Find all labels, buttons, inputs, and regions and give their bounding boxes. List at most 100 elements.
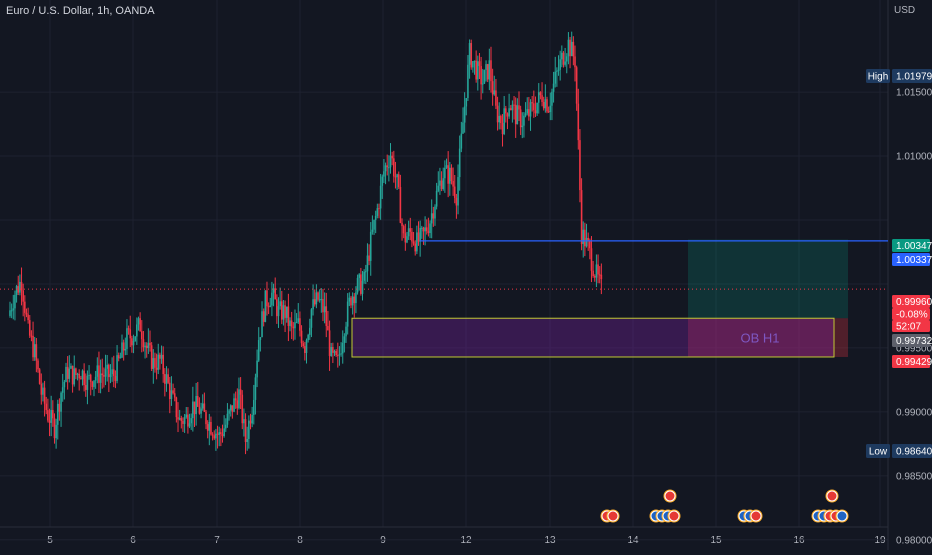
candle-up — [384, 165, 387, 172]
candle-down — [117, 355, 120, 359]
candle-down — [276, 299, 278, 317]
candle-up — [297, 318, 300, 323]
candle-down — [327, 325, 329, 331]
candle-up — [524, 113, 527, 116]
candle-up — [61, 387, 64, 393]
candle-down — [447, 165, 449, 184]
price-tag: 52:07 — [892, 320, 930, 333]
candle-up — [477, 61, 479, 80]
candle-down — [589, 241, 591, 249]
candle-down — [168, 382, 171, 400]
candle-up — [396, 174, 398, 178]
candle-down — [542, 102, 545, 109]
candle-down — [386, 165, 389, 168]
candle-up — [243, 419, 245, 424]
eu-flag-icon[interactable] — [836, 510, 848, 522]
candle-down — [505, 108, 507, 114]
candle-down — [66, 366, 69, 379]
candle-up — [595, 264, 598, 278]
candle-down — [587, 237, 589, 242]
candle-down — [241, 394, 244, 424]
position-stop-zone[interactable] — [688, 318, 848, 357]
candle-down — [539, 92, 542, 96]
candle-down — [491, 81, 494, 95]
candle-down — [391, 155, 393, 159]
order-block-zone[interactable] — [351, 317, 835, 358]
price-tag-text: 1.00337 — [896, 255, 932, 266]
price-tag: 1.00337 — [892, 253, 932, 266]
candle-up — [285, 306, 288, 318]
candle-down — [299, 318, 301, 331]
candle-up — [19, 281, 21, 293]
candle-down — [584, 229, 586, 247]
candle-down — [509, 108, 512, 111]
candle-down — [480, 66, 482, 85]
candle-up — [86, 375, 89, 390]
candle-up — [552, 83, 555, 92]
position-target-zone[interactable] — [688, 239, 848, 319]
currency-label[interactable]: USD — [894, 5, 916, 16]
candle-down — [450, 167, 453, 181]
candle-down — [574, 56, 576, 68]
price-tag-bg — [892, 308, 930, 320]
order-block-label: OB H1 — [740, 331, 779, 346]
candle-up — [351, 296, 354, 306]
candle-down — [40, 383, 43, 395]
candle-down — [592, 270, 594, 277]
candle-down — [28, 320, 31, 336]
candle-up — [537, 92, 540, 103]
candle-up — [165, 374, 168, 384]
candle-down — [541, 95, 543, 103]
candle-down — [394, 176, 397, 178]
candle-down — [114, 376, 117, 381]
candle-up — [256, 360, 258, 378]
candle-up — [63, 381, 66, 388]
candle-up — [315, 292, 318, 305]
candle-up — [472, 61, 474, 68]
us-flag-icon[interactable] — [750, 510, 762, 522]
candle-up — [565, 56, 568, 62]
candle-down — [249, 420, 252, 424]
candle-down — [300, 330, 303, 344]
candle-down — [280, 301, 283, 320]
candle-down — [187, 414, 189, 427]
candle-down — [317, 292, 319, 300]
y-tick-label: 1.01000 — [896, 152, 932, 163]
high-label-text: High — [868, 72, 889, 83]
price-tag-text: 1.00347 — [896, 241, 932, 252]
candle-down — [506, 113, 509, 117]
candle-down — [287, 306, 290, 326]
us-flag-icon[interactable] — [664, 490, 676, 502]
candle-up — [183, 417, 186, 424]
candle-up — [228, 410, 230, 414]
candle-up — [381, 176, 384, 186]
candle-up — [116, 355, 118, 381]
us-flag-icon[interactable] — [668, 510, 680, 522]
candle-down — [175, 397, 178, 418]
candle-up — [312, 299, 314, 310]
candle-down — [122, 342, 125, 351]
candle-up — [345, 326, 347, 337]
candle-up — [460, 133, 463, 149]
us-flag-icon[interactable] — [826, 490, 838, 502]
candle-down — [262, 311, 265, 322]
candle-up — [15, 286, 18, 295]
candle-up — [137, 318, 140, 325]
low-value-tag: 0.98640 — [892, 444, 932, 458]
candle-down — [180, 418, 183, 422]
candle-up — [366, 255, 369, 272]
candle-down — [417, 232, 420, 242]
candle-up — [323, 306, 326, 313]
us-flag-icon[interactable] — [607, 510, 619, 522]
candle-down — [78, 373, 80, 379]
candle-up — [224, 424, 227, 429]
y-tick-label: 0.99000 — [896, 407, 932, 418]
candle-up — [365, 271, 367, 273]
candle-down — [290, 320, 293, 327]
candle-up — [508, 108, 510, 117]
candle-up — [554, 71, 557, 84]
candle-down — [129, 329, 132, 339]
candle-up — [238, 389, 240, 409]
